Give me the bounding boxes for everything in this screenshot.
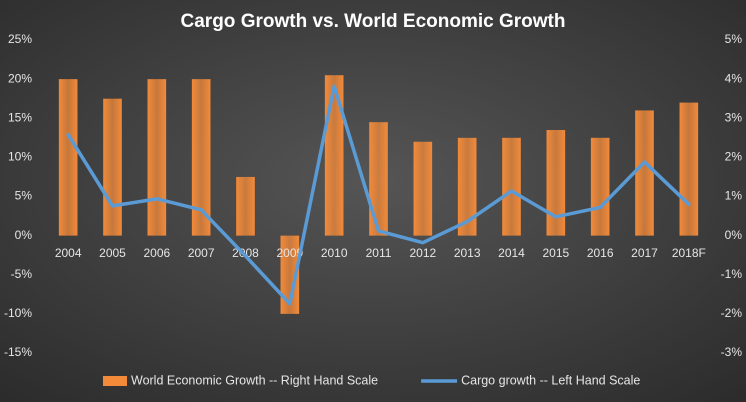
y2-tick-label: 3%	[725, 110, 743, 124]
y-tick-label: -15%	[4, 345, 32, 359]
y-tick-label: 15%	[8, 110, 32, 124]
y2-tick-label: 1%	[725, 189, 743, 203]
bar	[236, 176, 255, 236]
y2-tick-label: -3%	[721, 345, 743, 359]
bar	[103, 98, 122, 236]
y2-tick-label: 4%	[725, 71, 743, 85]
y-tick-label: 25%	[8, 32, 32, 46]
x-tick-label: 2004	[55, 246, 82, 260]
y2-tick-label: -2%	[721, 306, 743, 320]
bar	[369, 122, 388, 236]
y-tick-label: 5%	[15, 189, 33, 203]
legend-swatch	[103, 376, 127, 386]
y2-tick-label: 2%	[725, 150, 743, 164]
x-tick-label: 2017	[631, 246, 658, 260]
legend-label: World Economic Growth -- Right Hand Scal…	[131, 373, 378, 387]
y2-tick-label: 5%	[725, 32, 743, 46]
chart-title: Cargo Growth vs. World Economic Growth	[181, 11, 566, 32]
x-tick-label: 2018F	[672, 246, 706, 260]
x-tick-label: 2013	[454, 246, 481, 260]
bar	[191, 79, 211, 236]
bar	[147, 79, 167, 236]
y-tick-label: 10%	[8, 150, 32, 164]
bar	[679, 102, 699, 236]
bar	[280, 235, 300, 314]
x-tick-label: 2006	[143, 246, 170, 260]
bar	[546, 129, 566, 236]
bar	[635, 110, 654, 236]
y-tick-label: 0%	[15, 228, 33, 242]
x-tick-label: 2012	[409, 246, 436, 260]
bar	[457, 137, 477, 236]
bar	[502, 137, 521, 236]
y-tick-label: -10%	[4, 306, 32, 320]
x-tick-label: 2009	[276, 246, 303, 260]
x-tick-label: 2016	[587, 246, 614, 260]
x-tick-label: 2011	[366, 246, 392, 260]
x-tick-label: 2010	[321, 246, 348, 260]
line	[66, 84, 691, 306]
y2-tick-label: -1%	[721, 267, 743, 281]
x-tick-label: 2014	[498, 246, 525, 260]
y2-tick-label: 0%	[725, 228, 743, 242]
y-tick-label: 20%	[8, 71, 32, 85]
bar	[413, 141, 433, 236]
legend-label: Cargo growth -- Left Hand Scale	[461, 373, 640, 387]
x-tick-label: 2007	[188, 246, 215, 260]
bar	[324, 75, 344, 236]
y-tick-label: -5%	[11, 267, 33, 281]
bar	[58, 79, 78, 236]
x-tick-label: 2005	[99, 246, 126, 260]
bar	[590, 137, 610, 236]
x-tick-label: 2015	[542, 246, 569, 260]
